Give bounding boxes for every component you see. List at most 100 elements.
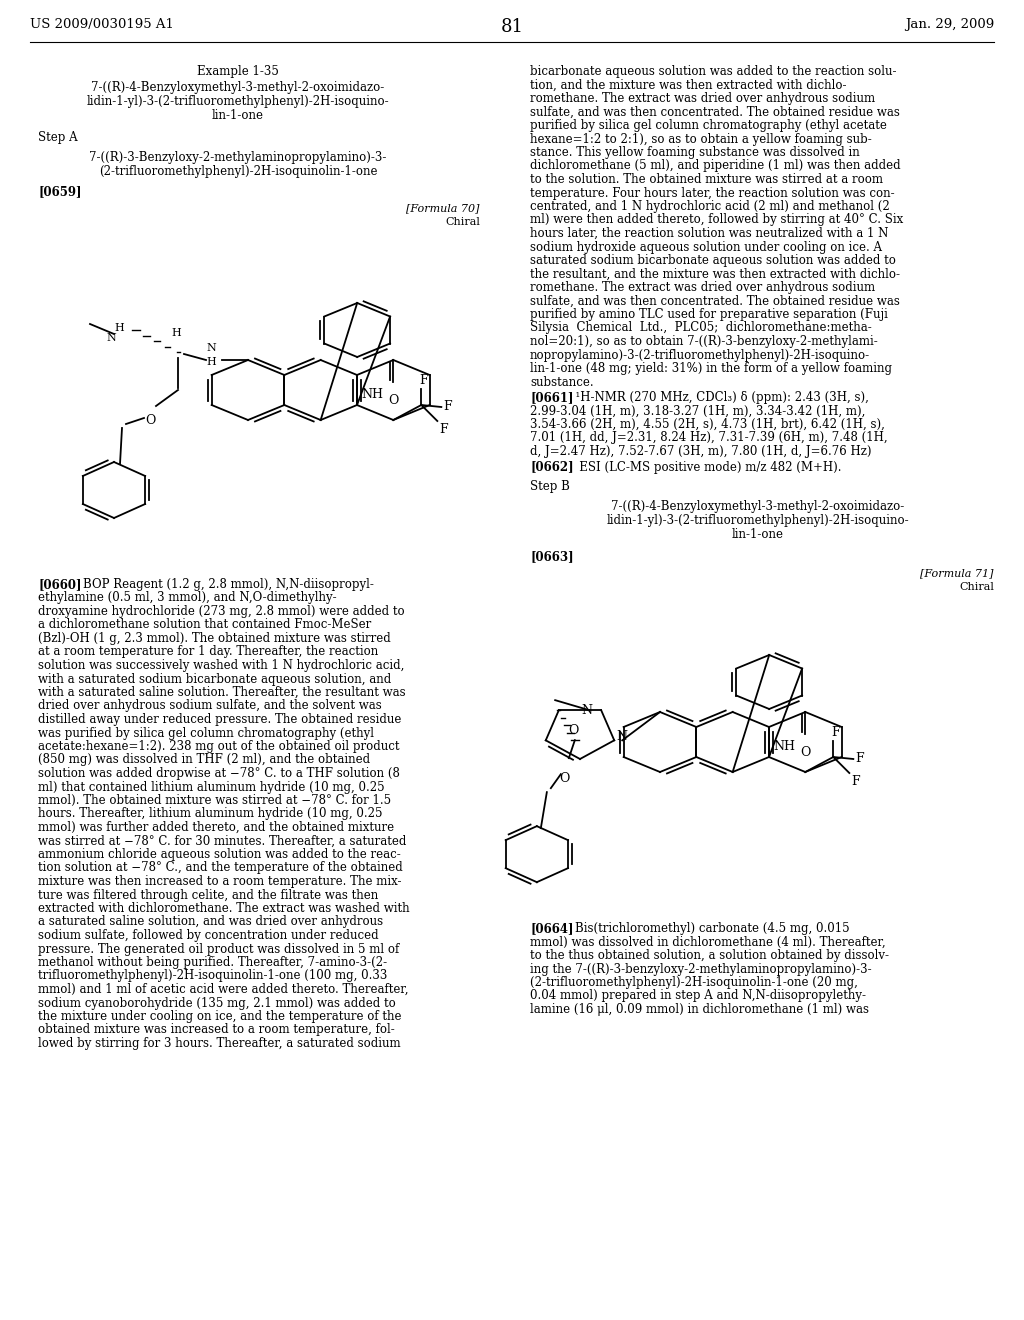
Text: stance. This yellow foaming substance was dissolved in: stance. This yellow foaming substance wa… [530, 147, 860, 158]
Text: [Formula 71]: [Formula 71] [921, 568, 994, 578]
Text: sodium cyanoborohydride (135 mg, 2.1 mmol) was added to: sodium cyanoborohydride (135 mg, 2.1 mmo… [38, 997, 395, 1010]
Text: substance.: substance. [530, 375, 594, 388]
Text: O: O [144, 414, 156, 426]
Text: tion solution at −78° C., and the temperature of the obtained: tion solution at −78° C., and the temper… [38, 862, 402, 874]
Text: 7-((R)-4-Benzyloxymethyl-3-methyl-2-oxoimidazo-: 7-((R)-4-Benzyloxymethyl-3-methyl-2-oxoi… [91, 81, 385, 94]
Text: ESI (LC-MS positive mode) m/z 482 (M+H).: ESI (LC-MS positive mode) m/z 482 (M+H). [568, 461, 842, 474]
Text: ¹H-NMR (270 MHz, CDCl₃) δ (ppm): 2.43 (3H, s),: ¹H-NMR (270 MHz, CDCl₃) δ (ppm): 2.43 (3… [568, 391, 869, 404]
Text: NH: NH [773, 741, 795, 752]
Text: N: N [106, 333, 116, 343]
Text: pressure. The generated oil product was dissolved in 5 ml of: pressure. The generated oil product was … [38, 942, 399, 956]
Text: bicarbonate aqueous solution was added to the reaction solu-: bicarbonate aqueous solution was added t… [530, 65, 896, 78]
Text: mmol) and 1 ml of acetic acid were added thereto. Thereafter,: mmol) and 1 ml of acetic acid were added… [38, 983, 409, 997]
Text: dichloromethane (5 ml), and piperidine (1 ml) was then added: dichloromethane (5 ml), and piperidine (… [530, 160, 901, 173]
Text: the resultant, and the mixture was then extracted with dichlo-: the resultant, and the mixture was then … [530, 268, 900, 281]
Text: N: N [616, 730, 628, 743]
Text: 2.99-3.04 (1H, m), 3.18-3.27 (1H, m), 3.34-3.42 (1H, m),: 2.99-3.04 (1H, m), 3.18-3.27 (1H, m), 3.… [530, 404, 865, 417]
Text: sulfate, and was then concentrated. The obtained residue was: sulfate, and was then concentrated. The … [530, 106, 900, 119]
Text: obtained mixture was increased to a room temperature, fol-: obtained mixture was increased to a room… [38, 1023, 394, 1036]
Text: lamine (16 μl, 0.09 mmol) in dichloromethane (1 ml) was: lamine (16 μl, 0.09 mmol) in dichloromet… [530, 1003, 869, 1016]
Text: hours later, the reaction solution was neutralized with a 1 N: hours later, the reaction solution was n… [530, 227, 889, 240]
Text: O: O [800, 746, 811, 759]
Text: sulfate, and was then concentrated. The obtained residue was: sulfate, and was then concentrated. The … [530, 294, 900, 308]
Text: Silysia  Chemical  Ltd.,  PLC05;  dichloromethane:metha-: Silysia Chemical Ltd., PLC05; dichlorome… [530, 322, 871, 334]
Text: lin-1-one: lin-1-one [212, 110, 264, 121]
Text: methanol without being purified. Thereafter, 7-amino-3-(2-: methanol without being purified. Thereaf… [38, 956, 387, 969]
Text: F: F [439, 422, 447, 436]
Text: 7-((R)-3-Benzyloxy-2-methylaminopropylamino)-3-: 7-((R)-3-Benzyloxy-2-methylaminopropylam… [89, 150, 387, 164]
Text: lidin-1-yl)-3-(2-trifluoromethylphenyl)-2H-isoquino-: lidin-1-yl)-3-(2-trifluoromethylphenyl)-… [606, 513, 909, 527]
Text: (2-trifluoromethylphenyl)-2H-isoquinolin-1-one: (2-trifluoromethylphenyl)-2H-isoquinolin… [98, 165, 377, 178]
Text: ture was filtered through celite, and the filtrate was then: ture was filtered through celite, and th… [38, 888, 378, 902]
Text: (Bzl)-OH (1 g, 2.3 mmol). The obtained mixture was stirred: (Bzl)-OH (1 g, 2.3 mmol). The obtained m… [38, 632, 391, 645]
Text: acetate:hexane=1:2). 238 mg out of the obtained oil product: acetate:hexane=1:2). 238 mg out of the o… [38, 741, 399, 752]
Text: ml) that contained lithium aluminum hydride (10 mg, 0.25: ml) that contained lithium aluminum hydr… [38, 780, 385, 793]
Text: 81: 81 [501, 18, 523, 36]
Text: 7-((R)-4-Benzyloxymethyl-3-methyl-2-oxoimidazo-: 7-((R)-4-Benzyloxymethyl-3-methyl-2-oxoi… [611, 500, 904, 513]
Text: [0660]: [0660] [38, 578, 82, 591]
Text: Example 1-35: Example 1-35 [197, 65, 279, 78]
Text: centrated, and 1 N hydrochloric acid (2 ml) and methanol (2: centrated, and 1 N hydrochloric acid (2 … [530, 201, 890, 213]
Text: [0659]: [0659] [38, 185, 82, 198]
Text: F: F [443, 400, 452, 413]
Text: sodium sulfate, followed by concentration under reduced: sodium sulfate, followed by concentratio… [38, 929, 379, 942]
Text: lowed by stirring for 3 hours. Thereafter, a saturated sodium: lowed by stirring for 3 hours. Thereafte… [38, 1038, 400, 1049]
Text: mmol) was dissolved in dichloromethane (4 ml). Thereafter,: mmol) was dissolved in dichloromethane (… [530, 936, 886, 949]
Text: Step A: Step A [38, 131, 78, 144]
Text: Chiral: Chiral [445, 216, 480, 227]
Text: at a room temperature for 1 day. Thereafter, the reaction: at a room temperature for 1 day. Thereaf… [38, 645, 378, 659]
Text: to the thus obtained solution, a solution obtained by dissolv-: to the thus obtained solution, a solutio… [530, 949, 889, 962]
Text: saturated sodium bicarbonate aqueous solution was added to: saturated sodium bicarbonate aqueous sol… [530, 253, 896, 267]
Text: dried over anhydrous sodium sulfate, and the solvent was: dried over anhydrous sodium sulfate, and… [38, 700, 382, 713]
Text: NH: NH [360, 388, 383, 401]
Text: N: N [206, 343, 216, 352]
Text: trifluoromethylphenyl)-2H-isoquinolin-1-one (100 mg, 0.33: trifluoromethylphenyl)-2H-isoquinolin-1-… [38, 969, 387, 982]
Text: N: N [582, 704, 593, 717]
Text: purified by silica gel column chromatography (ethyl acetate: purified by silica gel column chromatogr… [530, 119, 887, 132]
Text: sodium hydroxide aqueous solution under cooling on ice. A: sodium hydroxide aqueous solution under … [530, 240, 882, 253]
Text: [0662]: [0662] [530, 461, 573, 474]
Text: O: O [568, 723, 579, 737]
Text: romethane. The extract was dried over anhydrous sodium: romethane. The extract was dried over an… [530, 92, 876, 106]
Text: H: H [171, 327, 181, 338]
Text: BOP Reagent (1.2 g, 2.8 mmol), N,N-diisopropyl-: BOP Reagent (1.2 g, 2.8 mmol), N,N-diiso… [83, 578, 374, 591]
Text: with a saturated saline solution. Thereafter, the resultant was: with a saturated saline solution. Therea… [38, 686, 406, 700]
Text: F: F [419, 374, 428, 387]
Text: lidin-1-yl)-3-(2-trifluoromethylphenyl)-2H-isoquino-: lidin-1-yl)-3-(2-trifluoromethylphenyl)-… [87, 95, 389, 108]
Text: solution was successively washed with 1 N hydrochloric acid,: solution was successively washed with 1 … [38, 659, 404, 672]
Text: the mixture under cooling on ice, and the temperature of the: the mixture under cooling on ice, and th… [38, 1010, 401, 1023]
Text: was purified by silica gel column chromatography (ethyl: was purified by silica gel column chroma… [38, 726, 374, 739]
Text: lin-1-one: lin-1-one [732, 528, 784, 541]
Text: (850 mg) was dissolved in THF (2 ml), and the obtained: (850 mg) was dissolved in THF (2 ml), an… [38, 754, 370, 767]
Text: [0664]: [0664] [530, 921, 573, 935]
Text: F: F [851, 775, 860, 788]
Text: ammonium chloride aqueous solution was added to the reac-: ammonium chloride aqueous solution was a… [38, 847, 400, 861]
Text: was stirred at −78° C. for 30 minutes. Thereafter, a saturated: was stirred at −78° C. for 30 minutes. T… [38, 834, 407, 847]
Text: mmol) was further added thereto, and the obtained mixture: mmol) was further added thereto, and the… [38, 821, 394, 834]
Text: ethylamine (0.5 ml, 3 mmol), and N,O-dimethylhy-: ethylamine (0.5 ml, 3 mmol), and N,O-dim… [38, 591, 337, 605]
Text: H: H [115, 323, 124, 333]
Text: extracted with dichloromethane. The extract was washed with: extracted with dichloromethane. The extr… [38, 902, 410, 915]
Text: H: H [206, 356, 216, 367]
Text: 7.01 (1H, dd, J=2.31, 8.24 Hz), 7.31-7.39 (6H, m), 7.48 (1H,: 7.01 (1H, dd, J=2.31, 8.24 Hz), 7.31-7.3… [530, 432, 888, 445]
Text: F: F [855, 752, 864, 766]
Text: Step B: Step B [530, 480, 570, 492]
Text: Bis(trichloromethyl) carbonate (4.5 mg, 0.015: Bis(trichloromethyl) carbonate (4.5 mg, … [575, 921, 850, 935]
Text: temperature. Four hours later, the reaction solution was con-: temperature. Four hours later, the react… [530, 186, 895, 199]
Text: distilled away under reduced pressure. The obtained residue: distilled away under reduced pressure. T… [38, 713, 401, 726]
Text: 3.54-3.66 (2H, m), 4.55 (2H, s), 4.73 (1H, brt), 6.42 (1H, s),: 3.54-3.66 (2H, m), 4.55 (2H, s), 4.73 (1… [530, 418, 885, 432]
Text: a saturated saline solution, and was dried over anhydrous: a saturated saline solution, and was dri… [38, 916, 383, 928]
Text: Jan. 29, 2009: Jan. 29, 2009 [905, 18, 994, 30]
Text: hexane=1:2 to 2:1), so as to obtain a yellow foaming sub-: hexane=1:2 to 2:1), so as to obtain a ye… [530, 132, 871, 145]
Text: to the solution. The obtained mixture was stirred at a room: to the solution. The obtained mixture wa… [530, 173, 883, 186]
Text: 0.04 mmol) prepared in step A and N,N-diisopropylethy-: 0.04 mmol) prepared in step A and N,N-di… [530, 990, 866, 1002]
Text: mixture was then increased to a room temperature. The mix-: mixture was then increased to a room tem… [38, 875, 401, 888]
Text: mmol). The obtained mixture was stirred at −78° C. for 1.5: mmol). The obtained mixture was stirred … [38, 795, 391, 807]
Text: droxyamine hydrochloride (273 mg, 2.8 mmol) were added to: droxyamine hydrochloride (273 mg, 2.8 mm… [38, 605, 404, 618]
Text: nol=20:1), so as to obtain 7-((R)-3-benzyloxy-2-methylami-: nol=20:1), so as to obtain 7-((R)-3-benz… [530, 335, 878, 348]
Text: F: F [831, 726, 840, 739]
Text: (2-trifluoromethylphenyl)-2H-isoquinolin-1-one (20 mg,: (2-trifluoromethylphenyl)-2H-isoquinolin… [530, 975, 858, 989]
Text: US 2009/0030195 A1: US 2009/0030195 A1 [30, 18, 174, 30]
Text: O: O [560, 772, 570, 785]
Text: a dichloromethane solution that contained Fmoc-MeSer: a dichloromethane solution that containe… [38, 619, 372, 631]
